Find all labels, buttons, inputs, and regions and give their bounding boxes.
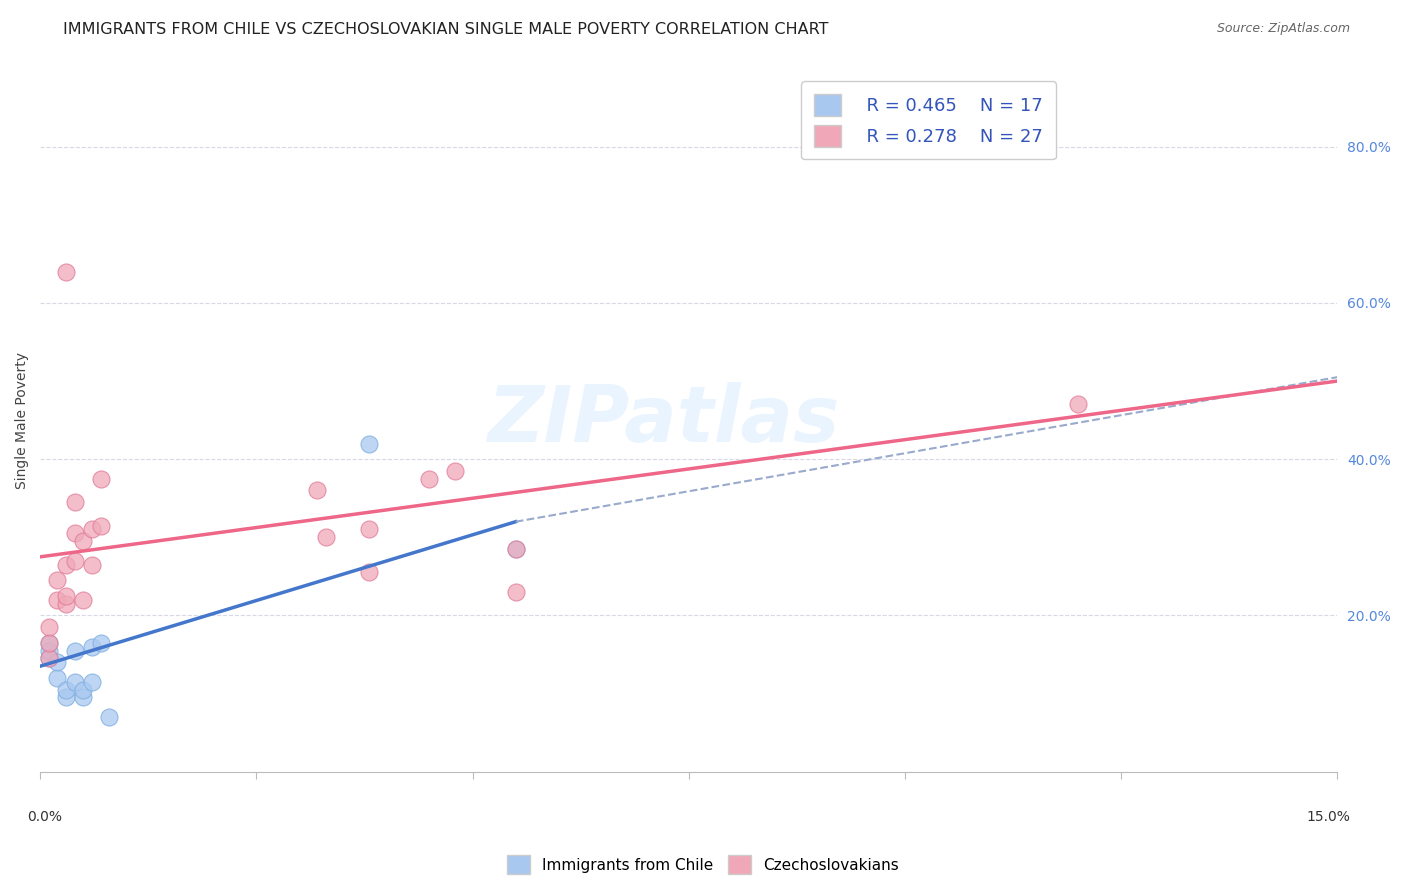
Point bbox=[505, 542, 527, 557]
Text: 15.0%: 15.0% bbox=[1306, 810, 1350, 824]
Point bbox=[1067, 397, 1090, 411]
Point bbox=[357, 436, 380, 450]
Point bbox=[72, 534, 94, 549]
Point bbox=[63, 495, 86, 509]
Text: IMMIGRANTS FROM CHILE VS CZECHOSLOVAKIAN SINGLE MALE POVERTY CORRELATION CHART: IMMIGRANTS FROM CHILE VS CZECHOSLOVAKIAN… bbox=[63, 22, 828, 37]
Point bbox=[357, 523, 380, 537]
Point bbox=[72, 690, 94, 705]
Point bbox=[418, 472, 440, 486]
Point bbox=[90, 518, 112, 533]
Point bbox=[46, 574, 69, 588]
Legend:   R = 0.465    N = 17,   R = 0.278    N = 27: R = 0.465 N = 17, R = 0.278 N = 27 bbox=[801, 81, 1056, 160]
Text: ZIPatlas: ZIPatlas bbox=[486, 382, 839, 458]
Point bbox=[38, 651, 60, 665]
Point bbox=[80, 674, 103, 689]
Point bbox=[46, 671, 69, 685]
Point bbox=[38, 636, 60, 650]
Point bbox=[63, 643, 86, 657]
Point bbox=[55, 558, 77, 572]
Point bbox=[90, 472, 112, 486]
Point bbox=[55, 589, 77, 603]
Point bbox=[46, 592, 69, 607]
Point bbox=[46, 656, 69, 670]
Point bbox=[357, 566, 380, 580]
Point bbox=[72, 592, 94, 607]
Point bbox=[38, 651, 60, 665]
Point bbox=[90, 636, 112, 650]
Point bbox=[505, 585, 527, 599]
Point bbox=[38, 636, 60, 650]
Point bbox=[80, 640, 103, 654]
Legend: Immigrants from Chile, Czechoslovakians: Immigrants from Chile, Czechoslovakians bbox=[501, 849, 905, 880]
Point bbox=[55, 690, 77, 705]
Y-axis label: Single Male Poverty: Single Male Poverty bbox=[15, 351, 30, 489]
Point bbox=[444, 464, 467, 478]
Point bbox=[72, 682, 94, 697]
Text: Source: ZipAtlas.com: Source: ZipAtlas.com bbox=[1216, 22, 1350, 36]
Point bbox=[63, 526, 86, 541]
Point bbox=[98, 710, 121, 724]
Point bbox=[55, 265, 77, 279]
Point bbox=[38, 620, 60, 634]
Text: 0.0%: 0.0% bbox=[27, 810, 62, 824]
Point bbox=[63, 674, 86, 689]
Point bbox=[80, 558, 103, 572]
Point bbox=[63, 554, 86, 568]
Point bbox=[55, 682, 77, 697]
Point bbox=[38, 643, 60, 657]
Point bbox=[505, 542, 527, 557]
Point bbox=[55, 597, 77, 611]
Point bbox=[80, 523, 103, 537]
Point bbox=[315, 530, 337, 544]
Point bbox=[305, 483, 328, 498]
